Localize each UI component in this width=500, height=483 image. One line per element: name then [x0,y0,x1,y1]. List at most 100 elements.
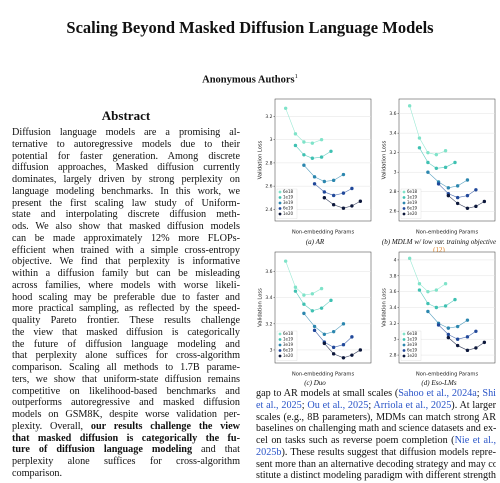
legend-marker [278,349,282,352]
point [436,182,441,186]
legend-label: 1e20 [283,211,294,216]
figure-caption: (d) Eso-LMs [376,379,500,387]
text-line: Diffusion language models are a promisin… [12,127,240,139]
text-line: et al., 2025; Ou et al., 2025; Arriola e… [256,400,496,412]
legend-box [276,188,298,219]
text-span: competitive on likelihood-based benchmar… [12,385,240,397]
text-span: sent more than an alternative decoding s… [256,458,496,470]
y-tick-label: 3.6 [265,269,272,275]
figure-caption: (b) MDLM w/ low var. training objective … [376,238,500,254]
legend-marker [402,332,406,336]
point [465,348,470,353]
point [322,190,327,194]
point [310,309,315,313]
text-span: the view that masked diffusion is catego… [12,326,240,338]
legend-label: 1e19 [283,337,294,342]
legend-marker [402,207,406,210]
point [407,104,412,108]
point [446,332,451,337]
text-span: ods. We also show that masked diffusion … [12,221,240,232]
y-tick-label: 2.8 [389,353,396,359]
point [341,172,346,177]
y-axis-label: Validation Loss [258,140,264,179]
point [302,302,306,306]
y-tick-label: 3 [270,347,273,353]
text-span: baselines on challenging math and scienc… [256,423,496,435]
legend-label: 6e18 [283,189,294,194]
legend-marker [278,338,282,341]
point [465,178,470,182]
point [293,132,298,136]
legend-marker [278,207,282,210]
legend-label: 6e19 [283,206,294,211]
point [312,324,317,329]
point [446,186,451,190]
figure-caption: (a) AR [252,238,378,246]
legend-marker [402,349,406,352]
point [312,175,317,179]
text-line: scales (e.g., 8B parameters), MDMs can m… [256,412,496,424]
caption-text: Eso-LMs [431,379,457,387]
y-axis-label: Validation Loss [382,140,388,179]
point [453,297,457,302]
point [322,341,327,346]
text-span: plexity. Overall, [12,420,91,432]
point [329,298,333,303]
text-line: that masked diffusion is categorically t… [12,433,240,445]
point [434,305,439,310]
legend-marker [278,190,282,194]
text-line: ternative to autoregressive models due t… [12,139,240,151]
y-tick-label: 3.4 [389,305,396,311]
legend-marker [278,201,282,205]
body-text: gap to AR models at small scales (Sahoo … [256,388,496,482]
text-span: comparison. [12,467,63,479]
citation: Arriola et al., 2025 [373,399,452,411]
legend-marker [402,190,406,194]
legend-marker [402,212,406,216]
caption-label: (a) [305,238,314,246]
point [455,195,460,200]
text-line: diffusion approaches, Masked diffusion c… [12,162,240,174]
legend-marker [402,343,406,347]
text-span: ). At larger [451,399,496,411]
point [446,335,451,340]
point [319,155,324,159]
point [482,340,487,345]
legend-label: 6e19 [407,206,418,211]
legend-marker [278,196,282,199]
text-span: objective. We find that perplexity is in… [12,256,240,268]
point [417,136,422,140]
caption-text: Duo [313,379,326,387]
text-line: comparison. [12,468,240,480]
text-line: comparison. Scaling all methods to 1.7B … [12,362,240,374]
legend-label: 1e20 [283,353,294,358]
point [426,309,430,314]
text-span: diffusion approaches, Masked diffusion c… [12,162,240,174]
citation: Sahoo et al., 2024a [398,388,477,399]
legend-marker [402,354,406,358]
legend-box [400,330,422,361]
point [312,182,317,186]
text-span: across families, where models with worse… [12,279,240,291]
text-span: stitute a distinct modeling paradigm wit… [256,470,496,482]
point [417,282,422,286]
point [455,337,460,341]
point [350,353,354,357]
text-span: state and interpolating discrete diffusi… [12,209,240,221]
point [443,304,448,308]
legend-marker [278,332,282,336]
legend-marker [402,196,406,199]
y-tick-label: 2.6 [389,209,396,215]
authors: Anonymous Authors1 [0,73,500,86]
text-span: within a diffusion family but can be mis… [12,268,240,279]
legend-marker [278,212,282,216]
text-span: can be made approximately 12% more FLOPs… [12,232,240,244]
text-line: ture of diffusion language modeling and … [12,444,240,456]
point [446,193,451,198]
y-tick-label: 3 [394,170,397,176]
text-line: 2025b). These results suggest that diffu… [256,447,496,459]
text-line: stitute a distinct modeling paradigm wit… [256,470,496,482]
legend-label: 1e20 [407,353,418,358]
text-line: the view that masked diffusion is catego… [12,327,240,339]
point [341,343,346,347]
